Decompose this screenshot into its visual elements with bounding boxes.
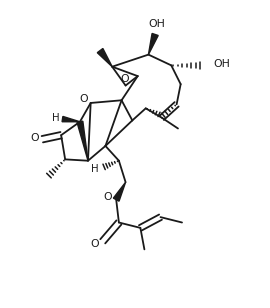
Text: O: O <box>80 94 88 104</box>
Polygon shape <box>113 182 126 201</box>
Text: O: O <box>90 239 99 249</box>
Polygon shape <box>62 116 80 122</box>
Text: O: O <box>104 192 112 202</box>
Text: H: H <box>91 164 99 174</box>
Text: O: O <box>31 133 39 143</box>
Polygon shape <box>97 48 112 67</box>
Text: OH: OH <box>213 59 230 69</box>
Text: O: O <box>120 74 129 84</box>
Text: OH: OH <box>148 19 165 29</box>
Text: H: H <box>52 113 60 123</box>
Polygon shape <box>148 34 158 55</box>
Polygon shape <box>77 121 88 161</box>
